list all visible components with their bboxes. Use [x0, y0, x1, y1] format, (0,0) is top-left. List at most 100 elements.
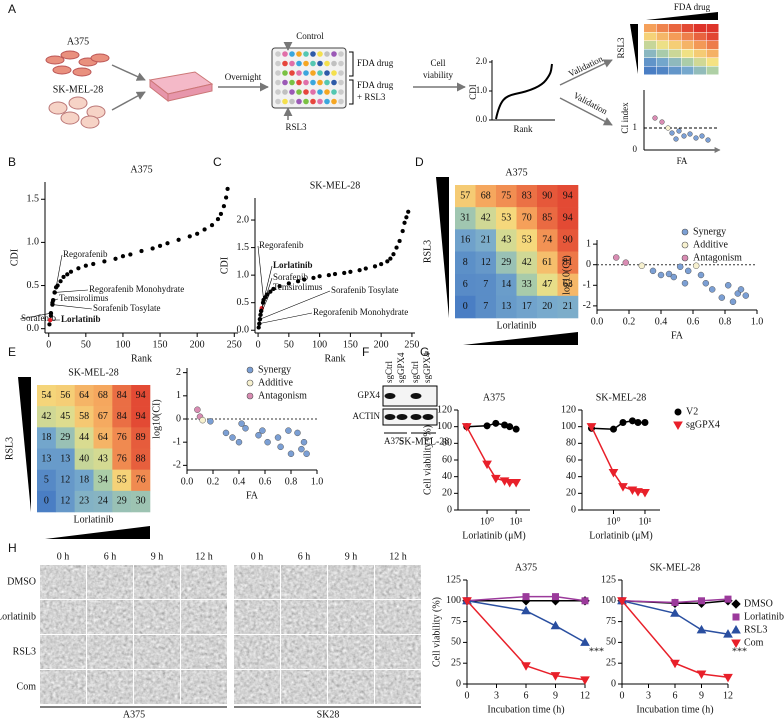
cell-label: 76 — [117, 453, 127, 464]
x-axis-label: Rank — [131, 353, 152, 364]
point — [684, 267, 692, 275]
time-label: 6 h — [104, 551, 117, 562]
y-tick-label: 75 — [451, 616, 461, 627]
well — [331, 51, 337, 57]
drug-label: Temsirolimus — [59, 293, 109, 303]
cell-label: 74 — [542, 235, 552, 246]
series-line — [466, 426, 517, 484]
marker — [581, 597, 589, 605]
heat-cell — [131, 448, 151, 470]
cell-label: 63 — [563, 279, 573, 290]
heat-cell — [37, 406, 57, 428]
drug-label: Regorafenib — [63, 249, 108, 259]
micrograph — [375, 635, 421, 669]
marker — [580, 637, 590, 646]
well — [324, 51, 330, 57]
well — [296, 98, 302, 105]
well — [310, 79, 316, 86]
point — [222, 429, 230, 437]
x-axis-label: Lorlatinib — [74, 514, 114, 525]
point — [102, 259, 107, 264]
heat-cell — [74, 448, 94, 470]
point — [622, 259, 630, 266]
point — [300, 438, 308, 446]
marker — [671, 598, 679, 606]
cell-label: 12 — [60, 496, 70, 507]
micrograph — [281, 670, 327, 704]
point — [676, 263, 684, 271]
marker — [482, 460, 492, 470]
well — [303, 51, 309, 57]
heat-cell — [496, 273, 517, 297]
cell-label: 21 — [563, 301, 573, 312]
y-tick-label: 25 — [606, 657, 616, 668]
y-tick-label: 50 — [451, 637, 461, 648]
mini-point — [681, 133, 687, 139]
panel-label: C — [213, 155, 222, 169]
mini-cell — [681, 24, 694, 32]
point — [724, 282, 732, 289]
marker — [723, 629, 733, 638]
cell-label: 8 — [463, 257, 468, 268]
condition-label: Com — [17, 681, 37, 692]
wedge — [45, 526, 150, 539]
point — [176, 237, 181, 242]
cell-label: 12 — [481, 257, 491, 268]
heat-cell — [537, 229, 558, 252]
point — [357, 268, 362, 273]
cell-line: A375 — [67, 36, 89, 47]
heat-cell — [516, 273, 538, 297]
marker — [731, 639, 741, 649]
heat-cell — [455, 295, 476, 319]
cell-label: 29 — [501, 257, 511, 268]
lane-label: sgCtrl — [384, 360, 394, 383]
cell-label: 89 — [136, 432, 146, 443]
point — [298, 445, 305, 453]
well — [282, 98, 288, 105]
heat-cell — [74, 427, 94, 449]
point — [681, 279, 689, 287]
point — [58, 279, 63, 284]
cell-label: 29 — [117, 496, 127, 507]
y-tick-label: 0.0 — [27, 323, 40, 334]
x-axis-label: Rank — [324, 353, 345, 364]
point — [697, 271, 705, 279]
heat-cell — [55, 406, 75, 428]
y-tick-label: 1.5 — [237, 242, 250, 253]
marker — [246, 366, 254, 374]
blot — [382, 408, 438, 426]
point — [385, 259, 390, 264]
arrow — [559, 59, 613, 86]
well — [282, 60, 288, 67]
cell-icon — [52, 65, 72, 75]
marker — [609, 425, 617, 433]
y-axis-label: RSL3 — [4, 437, 15, 460]
heat-cell — [496, 295, 517, 319]
legend-label: Additive — [258, 377, 294, 388]
y-tick-label: 0 — [611, 678, 616, 689]
x-tick-label: 9 — [553, 690, 558, 701]
marker — [506, 423, 514, 431]
heat-cell — [93, 448, 113, 470]
legend-label: DMSO — [744, 598, 773, 609]
point — [209, 222, 215, 228]
well — [275, 98, 281, 105]
cell-label: 94 — [136, 411, 146, 422]
tick-label: 0.0 — [476, 114, 488, 124]
legend-label: Com — [744, 637, 764, 648]
group-label: SK-MEL-28 — [399, 436, 450, 447]
point — [311, 275, 316, 281]
cell-icon — [45, 55, 65, 65]
point — [277, 284, 282, 289]
legend-label: Additive — [693, 239, 729, 250]
point — [404, 215, 409, 220]
x-tick-label: 9 — [699, 690, 704, 701]
cell-label: 7 — [483, 279, 488, 290]
mini-point — [652, 115, 658, 121]
point — [737, 286, 745, 293]
x-tick-label: 12 — [580, 690, 590, 701]
point — [277, 443, 284, 451]
wedge — [18, 377, 31, 512]
point — [47, 322, 52, 327]
point — [61, 274, 66, 280]
